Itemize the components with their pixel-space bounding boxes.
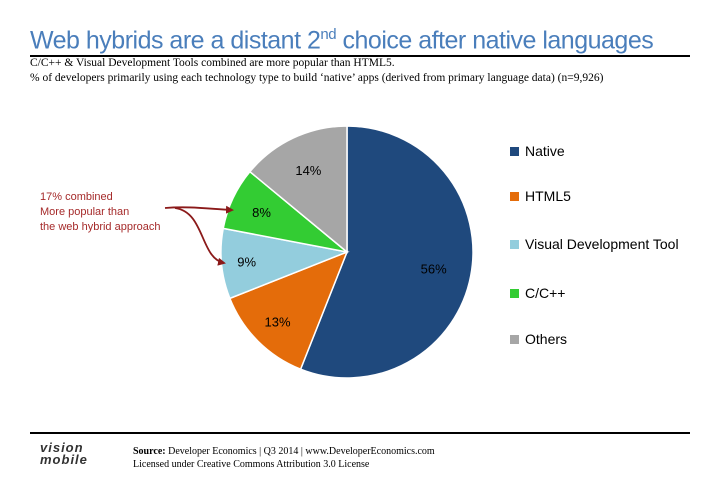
legend-item-others: Others [510,330,705,349]
legend-label: Native [525,143,565,159]
annotation-arrow-to-vdt [174,207,226,266]
legend-swatch [510,335,519,344]
legend-label: C/C++ [525,285,566,301]
pie-slice-others [248,125,348,254]
chart-title: Web hybrids are a distant 2nd choice aft… [30,26,654,55]
subtitle-line-2: % of developers primarily using each tec… [30,72,604,84]
footer-source: Source: Developer Economics | Q3 2014 | … [133,446,435,457]
footer-license: Licensed under Creative Commons Attribut… [133,459,370,470]
annotation-arrow-to-cc [164,205,234,214]
legend-item-c-c-: C/C++ [510,284,705,303]
annotation-text: 17% combined More popular than the web h… [40,190,160,235]
data-label-native: 56% [421,262,447,277]
legend-item-native: Native [510,142,705,161]
annotation-line-2: More popular than [40,206,130,218]
legend-label: Visual Development Tool [525,236,679,252]
logo-text-bottom: mobile [40,452,88,467]
legend-swatch [510,147,519,156]
data-label-others: 14% [295,163,321,178]
data-label-html5: 13% [264,314,290,329]
annotation-line-3: the web hybrid approach [40,221,161,233]
footer-divider [30,432,690,434]
logo-text-top: vision [40,440,84,455]
legend-swatch [510,240,519,249]
legend-item-visual-development-tool: Visual Development Tool [510,235,705,254]
pie-slice-native [299,125,474,379]
subtitle-line-1: C/C++ & Visual Development Tools combine… [30,57,395,69]
visionmobile-logo: vision mobile [40,440,120,468]
legend-label: Others [525,331,568,347]
data-label-visual-development-tool: 9% [237,254,256,269]
legend-swatch [510,192,519,201]
legend-swatch [510,289,519,298]
data-label-c-c-: 8% [252,205,271,220]
pie-slice-html5 [228,250,349,371]
header-divider [30,55,690,57]
legend-item-html5: HTML5 [510,187,705,206]
annotation-line-1: 17% combined [40,191,113,203]
legend-label: HTML5 [525,188,571,204]
